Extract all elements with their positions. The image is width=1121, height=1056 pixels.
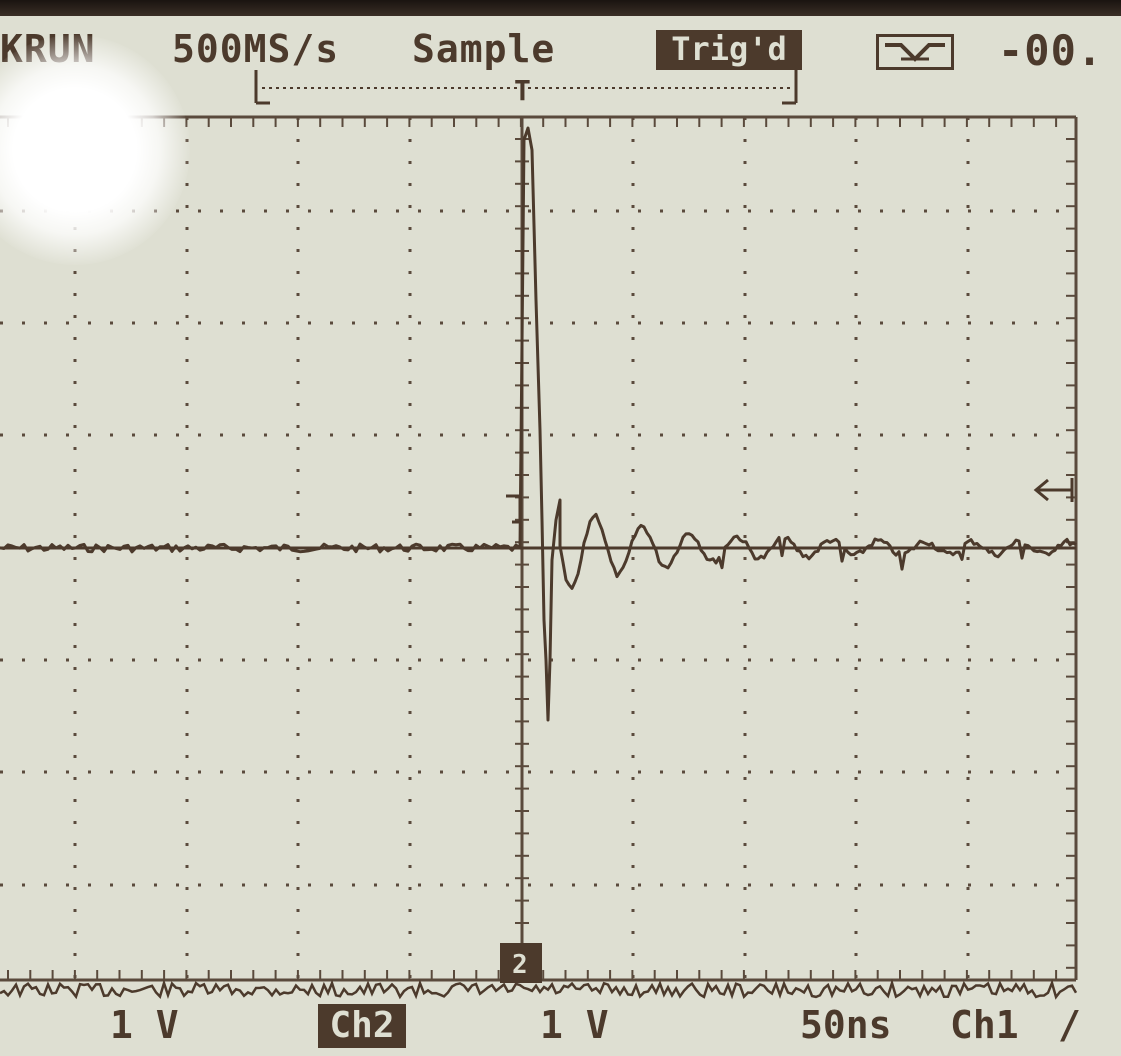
screen-bezel (0, 0, 1121, 16)
trigger-position-marker: T (514, 74, 531, 107)
trigger-slope-icon: / (1058, 1003, 1081, 1047)
trigger-t-glyph (506, 494, 522, 524)
ch2-label-badge: Ch2 (318, 1004, 406, 1048)
trigger-coupling-icon (876, 34, 954, 70)
ch2-scale-label: 1 V (540, 1003, 609, 1047)
ch2-ground-marker-label: 2 (512, 950, 528, 980)
trigger-level-arrow-head (1033, 478, 1049, 502)
ch2-waveform (0, 978, 1078, 1000)
trigger-status-badge: Trig'd (656, 30, 802, 70)
ch1-scale-label: 1 V (110, 1003, 179, 1047)
trigger-level-readout: -00. (998, 26, 1104, 75)
acquisition-mode-label: Sample (412, 27, 556, 71)
ch2-trace (0, 978, 1078, 1000)
trigger-source-label: Ch1 (950, 1003, 1019, 1047)
ch1-waveform (0, 126, 1077, 722)
timebase-label: 50ns (800, 1003, 892, 1047)
sample-rate-label: 500MS/s (172, 27, 340, 71)
graticule-overlays: T2 (254, 70, 1074, 983)
ch1-trace (0, 126, 1077, 722)
ch2-ground-marker (500, 943, 542, 983)
